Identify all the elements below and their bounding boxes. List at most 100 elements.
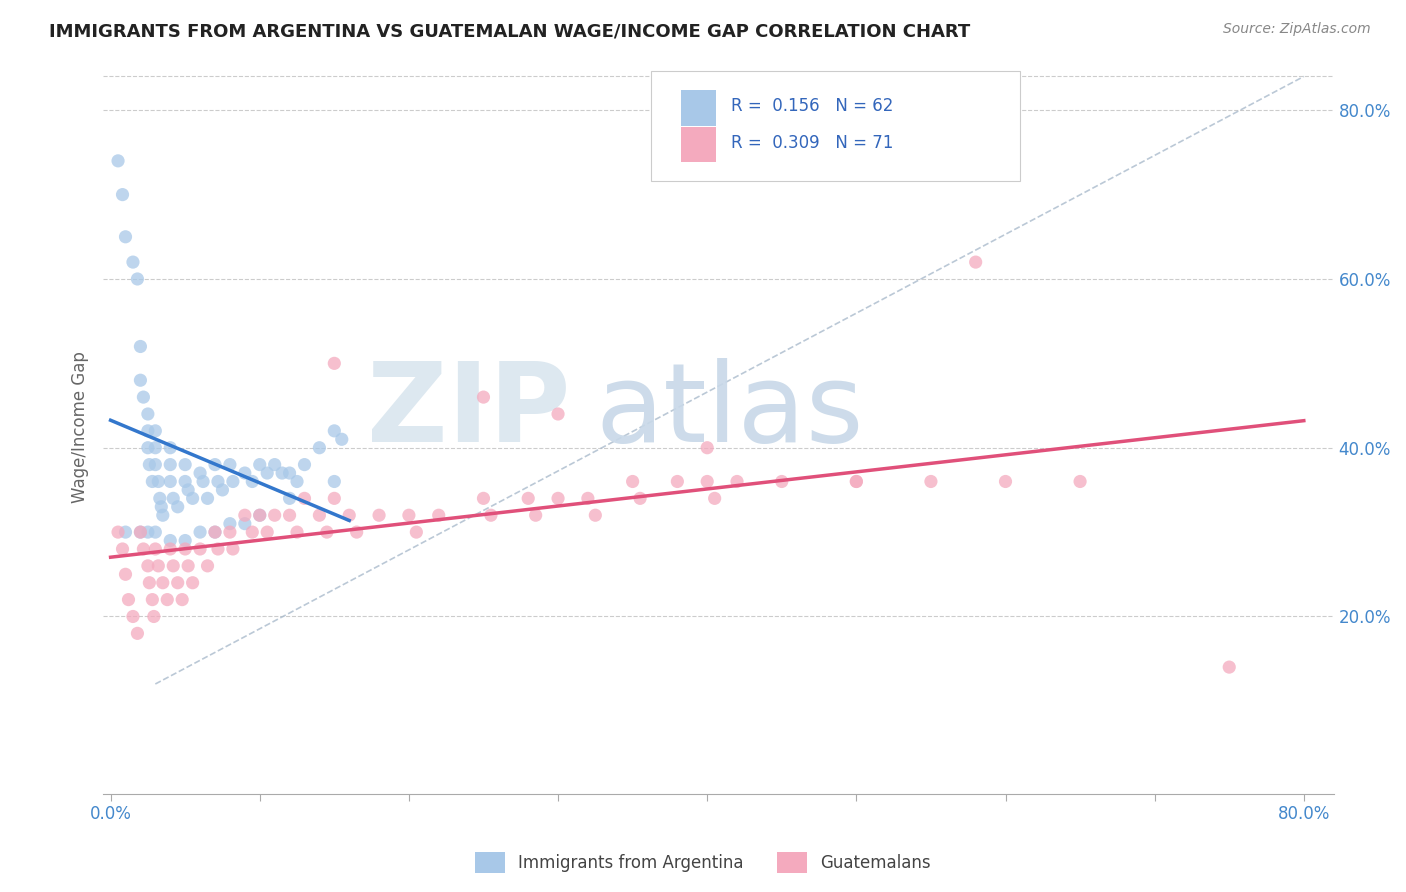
Point [129,339,152,353]
Point [222,475,245,489]
Point [368,508,391,523]
Point [143,525,166,540]
Point [191,475,214,489]
Point [166,575,188,590]
FancyBboxPatch shape [682,128,716,162]
Point [129,525,152,540]
Point [337,508,360,523]
Point [141,475,163,489]
Point [621,475,644,489]
Point [114,229,136,244]
Point [188,541,211,556]
Point [271,466,294,480]
Point [143,424,166,438]
Point [148,558,170,573]
Point [547,407,569,421]
Point [583,508,606,523]
Point [323,424,346,438]
Point [323,356,346,370]
Point [122,255,145,269]
Point [141,592,163,607]
Point [138,458,160,472]
Point [405,525,427,540]
Point [143,441,166,455]
Point [249,508,271,523]
Point [263,458,285,472]
Point [188,466,211,480]
Point [696,441,718,455]
Point [472,390,495,404]
Point [278,508,301,523]
Text: R =  0.309   N = 71: R = 0.309 N = 71 [731,134,893,152]
Point [150,500,173,514]
Point [308,441,330,455]
Point [576,491,599,506]
Point [188,525,211,540]
Point [965,255,987,269]
Point [845,475,868,489]
Point [159,441,181,455]
Point [1069,475,1091,489]
Legend: Immigrants from Argentina, Guatemalans: Immigrants from Argentina, Guatemalans [468,846,938,880]
Point [162,558,184,573]
Point [285,525,308,540]
Point [132,390,155,404]
Text: ZIP: ZIP [367,359,571,466]
FancyBboxPatch shape [651,70,1019,181]
Point [159,475,181,489]
Point [725,475,748,489]
Point [129,525,152,540]
Point [174,533,197,548]
Point [278,466,301,480]
Point [159,541,181,556]
Point [330,432,353,446]
Point [233,516,256,531]
Point [308,508,330,523]
Point [219,458,242,472]
Point [233,508,256,523]
Point [136,407,159,421]
Point [127,272,149,286]
Point [696,475,718,489]
Point [479,508,502,523]
Point [285,475,308,489]
Point [249,508,271,523]
Point [162,491,184,506]
Point [132,541,155,556]
Point [211,483,233,497]
Point [136,558,159,573]
Point [111,187,134,202]
Point [136,525,159,540]
Point [233,466,256,480]
Point [346,525,368,540]
Point [472,491,495,506]
Point [148,475,170,489]
Point [143,541,166,556]
Point [204,525,226,540]
FancyBboxPatch shape [682,90,716,126]
Y-axis label: Wage/Income Gap: Wage/Income Gap [72,351,89,502]
Text: atlas: atlas [595,359,863,466]
Point [177,558,200,573]
Point [156,592,179,607]
Point [207,541,229,556]
Point [666,475,689,489]
Point [256,525,278,540]
Point [117,592,139,607]
Point [207,475,229,489]
Point [628,491,651,506]
Point [127,626,149,640]
Point [136,424,159,438]
Text: IMMIGRANTS FROM ARGENTINA VS GUATEMALAN WAGE/INCOME GAP CORRELATION CHART: IMMIGRANTS FROM ARGENTINA VS GUATEMALAN … [49,22,970,40]
Point [159,458,181,472]
Point [315,525,337,540]
Point [138,575,160,590]
Point [240,525,263,540]
Point [197,558,219,573]
Text: Source: ZipAtlas.com: Source: ZipAtlas.com [1223,22,1371,37]
Point [174,541,197,556]
Point [174,458,197,472]
Point [152,575,174,590]
Text: R =  0.156   N = 62: R = 0.156 N = 62 [731,97,893,115]
Point [181,491,204,506]
